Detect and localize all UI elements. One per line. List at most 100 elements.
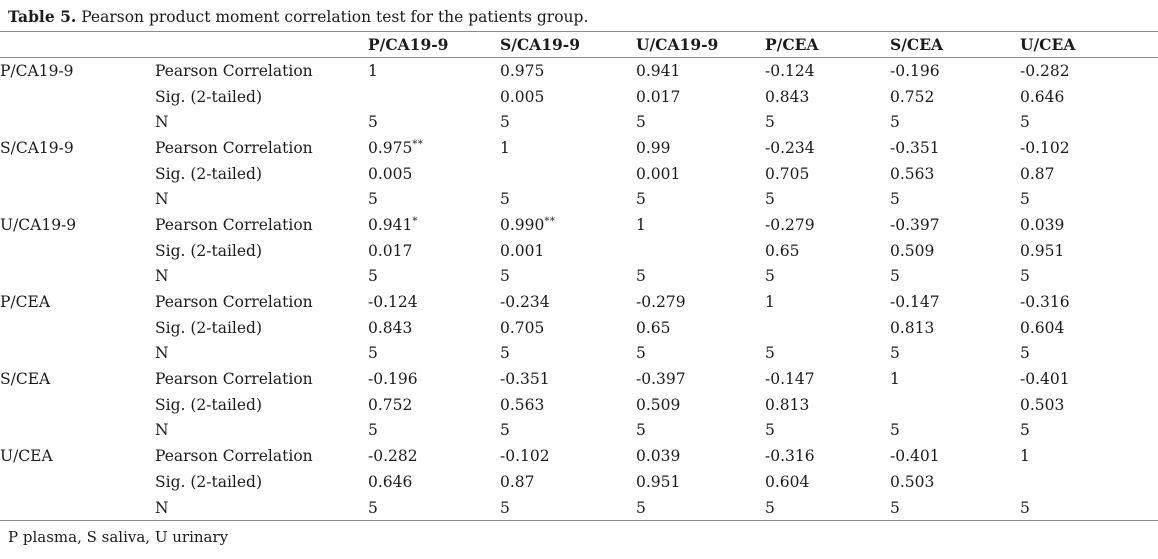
row-stat-label: Pearson Correlation (155, 138, 313, 157)
cell-value: 1 (368, 61, 378, 80)
value-cell: -0.196 (368, 366, 500, 392)
cell-value: 0.563 (500, 395, 545, 414)
value-cell: 5 (500, 264, 636, 290)
table-row: N 5 5 5 5 5 5 (0, 341, 1158, 367)
value-cell: 0.65 (636, 315, 765, 341)
value-cell: -0.397 (890, 212, 1020, 238)
table-row: P/CEA Pearson Correlation -0.124 -0.234 -0.2… (0, 289, 1158, 315)
cell-value: 0.941 (636, 61, 681, 80)
cell-value: -0.401 (1020, 370, 1070, 389)
column-header: P/CA19-9 (368, 31, 500, 58)
cell-value: 0.941 (368, 215, 413, 234)
value-cell (890, 392, 1020, 418)
cell-value: 5 (636, 421, 646, 440)
cell-value: 0.951 (1020, 241, 1065, 260)
cell-value: 5 (636, 190, 646, 209)
value-cell: 5 (890, 341, 1020, 367)
value-cell: 5 (636, 186, 765, 212)
cell-value: 0.509 (636, 395, 681, 414)
row-group-label (0, 392, 155, 418)
value-cell: 5 (765, 494, 890, 522)
row-stat-label: N (155, 494, 368, 522)
cell-value: 0.843 (765, 87, 810, 106)
cell-value: 5 (368, 498, 378, 517)
cell-value: 5 (765, 344, 775, 363)
value-cell: 0.604 (1020, 315, 1158, 341)
cell-value: 5 (765, 498, 775, 517)
value-cell: 0.017 (368, 238, 500, 264)
cell-value: -0.102 (500, 447, 550, 466)
row-stat-label: N (155, 190, 169, 209)
value-cell: 5 (368, 186, 500, 212)
value-cell: -0.147 (765, 366, 890, 392)
row-stat-label: N (155, 344, 169, 363)
value-cell: -0.234 (765, 135, 890, 161)
cell-value: 0.646 (1020, 87, 1065, 106)
cell-value: -0.316 (1020, 293, 1070, 312)
row-group-label (0, 161, 155, 187)
value-cell: -0.401 (890, 443, 1020, 469)
cell-value: 5 (368, 190, 378, 209)
value-cell: 1 (890, 366, 1020, 392)
cell-value: 0.705 (765, 164, 810, 183)
cell-value: 0.503 (890, 472, 935, 491)
value-cell: 0.039 (636, 443, 765, 469)
value-cell (765, 315, 890, 341)
row-group-label (0, 238, 155, 264)
cell-value: 0.705 (500, 318, 545, 337)
cell-value: 0.005 (500, 87, 545, 106)
cell-value: 0.039 (636, 447, 681, 466)
value-cell: 1 (500, 135, 636, 161)
value-cell: 5 (500, 186, 636, 212)
cell-value: 5 (368, 267, 378, 286)
row-stat-label: Sig. (2-tailed) (155, 87, 263, 106)
value-cell: -0.316 (1020, 289, 1158, 315)
row-stat-label: Sig. (2-tailed) (155, 395, 263, 414)
value-cell: 5 (368, 494, 500, 522)
table-title: Table 5. Pearson product moment correlat… (0, 0, 1158, 31)
value-cell: 1 (765, 289, 890, 315)
row-stat-label: Pearson Correlation (155, 215, 313, 234)
cell-value: 1 (890, 370, 900, 389)
cell-value: 0.87 (1020, 164, 1055, 183)
cell-value: -0.196 (890, 61, 940, 80)
cell-value: 0.646 (368, 472, 413, 491)
cell-value: -0.401 (890, 447, 940, 466)
cell-value: 5 (500, 267, 510, 286)
row-group-label (0, 264, 155, 290)
value-cell: 0.951 (636, 469, 765, 495)
cell-value: 5 (636, 113, 646, 132)
value-cell: 5 (765, 109, 890, 135)
value-cell: 0.843 (368, 315, 500, 341)
value-cell: -0.397 (636, 366, 765, 392)
table-row: N 5 5 5 5 5 5 (0, 418, 1158, 444)
cell-value: 0.752 (368, 395, 413, 414)
value-cell: 0.509 (636, 392, 765, 418)
cell-value: 5 (890, 113, 900, 132)
value-cell: 5 (1020, 264, 1158, 290)
table-row: U/CA19-9 Pearson Correlation 0.941* 0.990**… (0, 212, 1158, 238)
value-cell: 5 (765, 264, 890, 290)
value-cell: 0.005 (500, 84, 636, 110)
cell-value: 5 (890, 267, 900, 286)
cell-value: 0.975 (500, 61, 545, 80)
cell-value: 5 (500, 113, 510, 132)
row-stat-label: Sig. (2-tailed) (155, 472, 263, 491)
value-cell (636, 238, 765, 264)
significance-marker: * (412, 215, 418, 227)
row-group-label (0, 109, 155, 135)
cell-value: 0.813 (890, 318, 935, 337)
row-stat-label: Sig. (2-tailed) (155, 241, 263, 260)
cell-value: 5 (765, 267, 775, 286)
value-cell: 0.017 (636, 84, 765, 110)
value-cell: 0.941* (368, 212, 500, 238)
value-cell: 0.039 (1020, 212, 1158, 238)
value-cell: 5 (890, 264, 1020, 290)
value-cell: 5 (368, 264, 500, 290)
value-cell: 5 (636, 494, 765, 522)
cell-value: -0.124 (368, 293, 418, 312)
cell-value: 5 (500, 344, 510, 363)
value-cell: 5 (368, 418, 500, 444)
cell-value: 5 (1020, 344, 1030, 363)
